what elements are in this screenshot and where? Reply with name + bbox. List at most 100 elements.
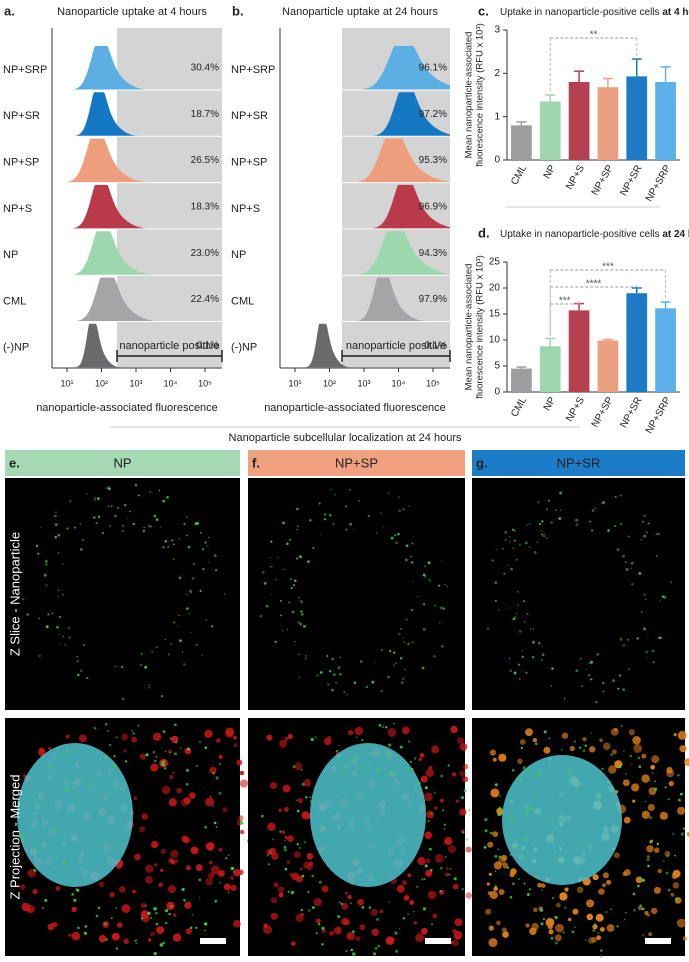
nanoparticle-dot (674, 854, 676, 857)
mitochondria-dot (465, 846, 472, 853)
mitochondria-dot (266, 734, 273, 741)
nanoparticle-dot (162, 499, 165, 503)
panel-header (472, 450, 685, 476)
nanoparticle-dot (533, 551, 537, 554)
nanoparticle-dot (497, 812, 501, 817)
x-axis-label: nanoparticle-associated fluorescence (36, 402, 218, 414)
nanoparticle-dot (578, 746, 582, 749)
nanoparticle-dot (351, 758, 354, 762)
nanoparticle-dot (645, 800, 647, 803)
nanoparticle-dot (181, 887, 185, 892)
mitochondria-dot (622, 779, 630, 787)
nanoparticle-dot (269, 557, 272, 559)
nanoparticle-dot (280, 614, 282, 617)
nanoparticle-dot (155, 912, 158, 915)
nanoparticle-dot (666, 854, 669, 857)
nanoparticle-dot (360, 743, 364, 747)
nanoparticle-dot (620, 637, 622, 640)
nanoparticle-dot (601, 767, 605, 770)
nanoparticle-dot (387, 753, 391, 756)
y-tick-label: 0 (494, 387, 500, 398)
mitochondria-dot (169, 774, 174, 780)
nanoparticle-dot (307, 890, 310, 893)
nanoparticle-dot (521, 650, 523, 652)
mitochondria-dot (684, 758, 689, 766)
nanoparticle-dot (513, 539, 516, 542)
nanoparticle-dot (541, 520, 544, 523)
mitochondria-dot (55, 886, 61, 891)
nanoparticle-dot (359, 660, 363, 663)
percent-label: 18.7% (191, 109, 219, 120)
mitochondria-dot (425, 858, 431, 864)
mitochondria-dot (452, 939, 459, 947)
nanoparticle-dot (618, 674, 622, 677)
mitochondria-dot (278, 808, 283, 813)
nanoparticle-dot (644, 598, 647, 601)
mitochondria-dot (595, 913, 604, 922)
nanoparticle-dot (526, 524, 528, 526)
nanoparticle-dot (667, 798, 670, 801)
nanoparticle-dot (82, 538, 84, 541)
mitochondria-dot (545, 918, 555, 927)
nanoparticle-dot (49, 764, 52, 767)
row-label: NP+SP (231, 157, 267, 169)
mitochondria-dot (131, 736, 138, 743)
nanoparticle-dot (509, 895, 513, 899)
nanoparticle-dot (584, 744, 587, 747)
nanoparticle-dot (179, 747, 182, 749)
nanoparticle-dot (269, 565, 272, 568)
mitochondria-dot (492, 831, 499, 837)
nanoparticle-dot (45, 559, 48, 563)
nanoparticle-dot (630, 567, 633, 570)
nanoparticle-dot (453, 877, 457, 881)
nanoparticle-dot (434, 604, 437, 607)
nanoparticle-dot (515, 558, 518, 561)
nanoparticle-dot (305, 655, 307, 657)
mitochondria-dot (99, 935, 107, 943)
nanoparticle-dot (80, 548, 83, 551)
mitochondria-dot (501, 927, 507, 933)
nanoparticle-dot (434, 791, 436, 793)
nanoparticle-dot (645, 812, 647, 815)
nanoparticle-dot (461, 831, 465, 834)
mitochondria-dot (664, 850, 671, 857)
nanoparticle-dot (511, 817, 514, 820)
nanoparticle-dot (300, 610, 303, 613)
nanoparticle-dot (643, 514, 646, 517)
mitochondria-dot (559, 892, 568, 901)
nanoparticle-dot (543, 918, 545, 921)
nanoparticle-dot (622, 555, 625, 558)
mitochondria-dot (321, 885, 329, 893)
y-axis-label: Mean nanoparticle-associated (464, 32, 475, 159)
nanoparticle-dot (538, 641, 541, 645)
panel-label: NP+SP (335, 455, 378, 470)
nanoparticle-dot (77, 926, 80, 930)
mitochondria-dot (233, 919, 241, 928)
mitochondria-dot (237, 869, 244, 876)
nanoparticle-dot (307, 909, 311, 912)
mitochondria-dot (623, 816, 631, 824)
nanoparticle-dot (531, 640, 535, 644)
nanoparticle-dot (297, 620, 301, 624)
nanoparticle-dot (447, 764, 450, 767)
nanoparticle-dot (143, 526, 145, 529)
mitochondria-dot (586, 913, 594, 921)
nanoparticle-dot (105, 487, 107, 490)
nucleus (17, 743, 133, 887)
nanoparticle-dot (165, 750, 167, 753)
histogram (280, 92, 450, 137)
nanoparticle-dot (622, 688, 625, 691)
mitochondria-dot (659, 811, 669, 820)
nanoparticle-dot (541, 533, 543, 536)
nanoparticle-dot (329, 670, 332, 673)
nanoparticle-dot (97, 515, 101, 518)
mitochondria-dot (301, 811, 310, 820)
nanoparticle-dot (47, 613, 50, 616)
mitochondria-dot (646, 855, 650, 859)
mitochondria-dot (270, 781, 278, 790)
nanoparticle-dot (188, 612, 190, 615)
nanoparticle-dot (333, 493, 336, 496)
nanoparticle-dot (164, 638, 166, 641)
mitochondria-dot (71, 906, 77, 913)
nanoparticle-dot (109, 525, 111, 527)
